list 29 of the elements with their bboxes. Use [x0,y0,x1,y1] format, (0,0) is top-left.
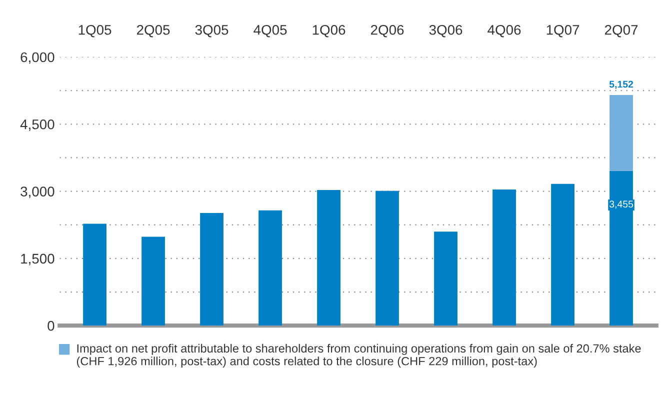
x-tick-label: 3Q06 [429,24,462,38]
bar [551,184,574,326]
x-tick-label: 3Q05 [195,24,228,38]
y-tick-label: 1,500 [21,254,54,266]
x-tick-label: 1Q07 [546,24,580,38]
bar [258,210,282,326]
data-label: 3,455 [609,200,634,209]
x-tick-label: 1Q05 [78,24,112,38]
y-tick-label: 0 [48,320,54,331]
x-tick-label: 2Q06 [370,24,404,38]
bar [83,224,106,326]
x-tick-label: 2Q05 [136,24,170,38]
bar [492,190,516,326]
bar [142,236,165,326]
bar [376,190,399,326]
bar [610,170,633,326]
bar [434,232,458,326]
y-tick-label: 6,000 [20,52,54,64]
y-tick-label: 4,500 [20,119,54,131]
bar [200,213,224,326]
legend-label: Impact on net profit attributable to shareholders from continuing operations from gain on sale of 20.7% stake (CHF 1,926 million, post-tax) and costs related to the closure (CHF 229 million, post-tax) [76,344,641,368]
x-tick-label: 4Q05 [254,24,287,38]
y-tick-label: 3,000 [20,186,54,198]
x-tick-label: 4Q06 [488,24,521,38]
x-tick-label: 1Q06 [312,24,346,38]
bar [610,94,633,171]
total-label: 5,152 [609,80,634,90]
bar [317,190,340,326]
x-tick-label: 2Q07 [604,24,638,38]
